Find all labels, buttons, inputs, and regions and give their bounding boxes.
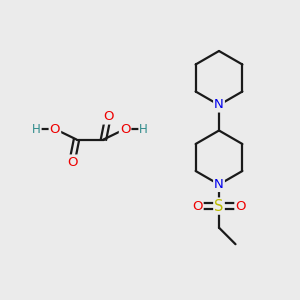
Text: O: O xyxy=(236,200,246,213)
Text: O: O xyxy=(120,122,130,136)
Text: H: H xyxy=(32,122,41,136)
Text: N: N xyxy=(214,178,224,191)
Text: H: H xyxy=(139,122,148,136)
Text: O: O xyxy=(67,155,77,169)
Text: N: N xyxy=(214,98,224,112)
Text: O: O xyxy=(50,122,60,136)
Text: O: O xyxy=(192,200,203,213)
Text: S: S xyxy=(214,199,224,214)
Text: O: O xyxy=(103,110,113,124)
